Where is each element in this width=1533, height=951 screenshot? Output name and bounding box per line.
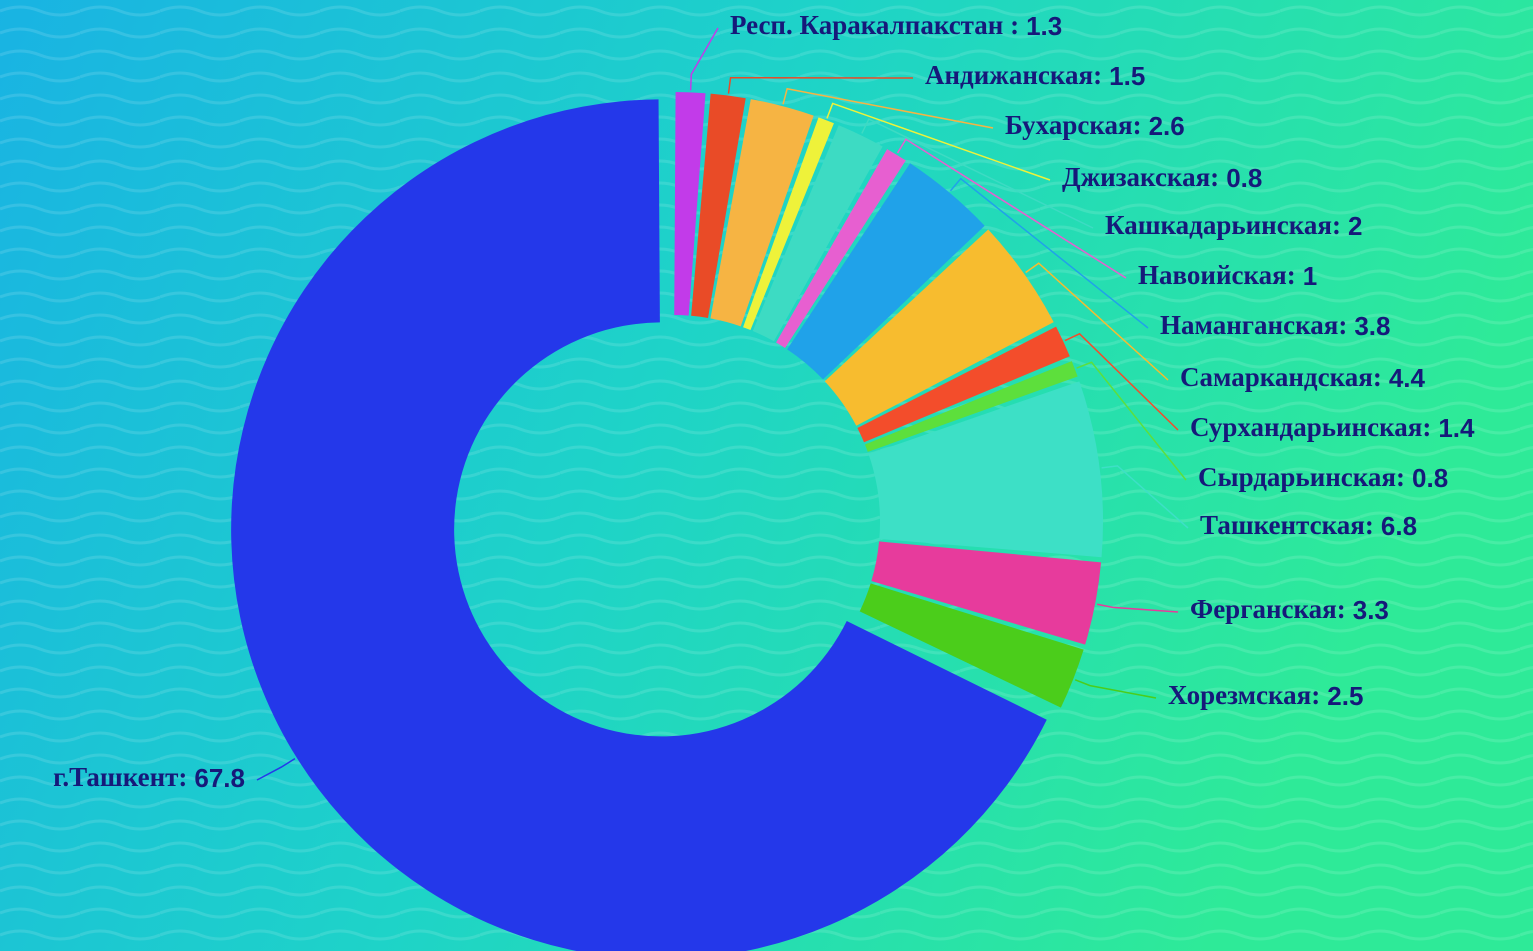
label-name: г.Ташкент: [53, 762, 187, 792]
leader-line [256, 757, 296, 781]
leader-line [896, 138, 1127, 279]
label-value: 0.8 [1412, 463, 1448, 493]
donut-slice [752, 125, 883, 342]
leader-line [727, 76, 914, 94]
donut-slice [674, 92, 706, 316]
label-name: Наманганская: [1160, 310, 1347, 340]
label-name: Кашкадарьинская: [1105, 210, 1341, 240]
label-value: 0.8 [1226, 163, 1262, 193]
data-label: Сурхандарьинская: 1.4 [1190, 412, 1475, 443]
label-value: 4.4 [1389, 363, 1426, 393]
label-name: Ферганская: [1190, 594, 1346, 624]
data-label: Джизакская: 0.8 [1062, 162, 1262, 193]
donut-slice [231, 99, 1047, 951]
donut-slice [859, 583, 1084, 708]
label-value: 1.5 [1109, 61, 1145, 91]
label-name: Андижанская: [925, 60, 1102, 90]
leader-line [1025, 262, 1169, 381]
label-name: Ташкентская: [1200, 510, 1374, 540]
data-label: Наманганская: 3.8 [1160, 310, 1390, 341]
leader-line [1096, 603, 1179, 613]
label-value: 2 [1348, 211, 1362, 241]
data-label: г.Ташкент: 67.8 [53, 762, 245, 793]
data-label: Навоийская: 1 [1138, 260, 1317, 291]
label-value: 6.8 [1381, 511, 1417, 541]
label-name: Джизакская: [1062, 162, 1219, 192]
leader-line [1064, 332, 1179, 431]
data-label: Самаркандская: 4.4 [1180, 362, 1426, 393]
leader-line [1076, 361, 1187, 481]
donut-slice [787, 163, 985, 380]
label-name: Сырдарьинская: [1198, 462, 1405, 492]
plot: Респ. Каракалпакстан :1.3 Андижанская: 1.5… [53, 10, 1475, 951]
label-value: 3.3 [1353, 595, 1389, 625]
leader-line [1074, 679, 1157, 699]
label-name: Бухарская: [1005, 110, 1142, 140]
donut-slice [857, 326, 1070, 443]
leader-line [782, 87, 994, 129]
donut-slice [871, 541, 1102, 645]
donut-slice [868, 381, 1103, 558]
data-label: Респ. Каракалпакстан :1.3 [730, 10, 1062, 41]
donut-slice [710, 99, 814, 327]
label-name: Хорезмская: [1168, 680, 1320, 710]
label-name: Самаркандская: [1180, 362, 1382, 392]
data-label: Бухарская: 2.6 [1005, 110, 1185, 141]
donut-slice [743, 117, 834, 331]
data-label: Ферганская: 3.3 [1190, 594, 1389, 625]
label-value: 2.5 [1327, 681, 1363, 711]
label-name: Навоийская: [1138, 260, 1296, 290]
data-label: Хорезмская: 2.5 [1168, 680, 1363, 711]
data-label: Ташкентская: 6.8 [1200, 510, 1417, 541]
label-value: 2.6 [1149, 111, 1185, 141]
donut-slice [864, 361, 1078, 452]
label-name: Сурхандарьинская: [1190, 412, 1431, 442]
leader-line [861, 118, 1094, 229]
label-value: 1 [1303, 261, 1317, 291]
data-label: Сырдарьинская: 0.8 [1198, 462, 1448, 493]
leader-line [1101, 465, 1189, 529]
label-value: 3.8 [1354, 311, 1390, 341]
leader-line [689, 27, 719, 91]
label-value: 1.3 [1026, 11, 1062, 41]
label-value: 1.4 [1438, 413, 1475, 443]
label-name: Респ. Каракалпакстан : [730, 10, 1019, 40]
leader-line [949, 177, 1149, 329]
data-label: Кашкадарьинская: 2 [1105, 210, 1362, 241]
donut-slice [824, 229, 1054, 426]
donut-slice [776, 149, 906, 348]
leader-line [826, 102, 1051, 181]
label-value: 67.8 [194, 763, 245, 793]
data-label: Андижанская: 1.5 [925, 60, 1145, 91]
donut-slice [691, 93, 746, 318]
